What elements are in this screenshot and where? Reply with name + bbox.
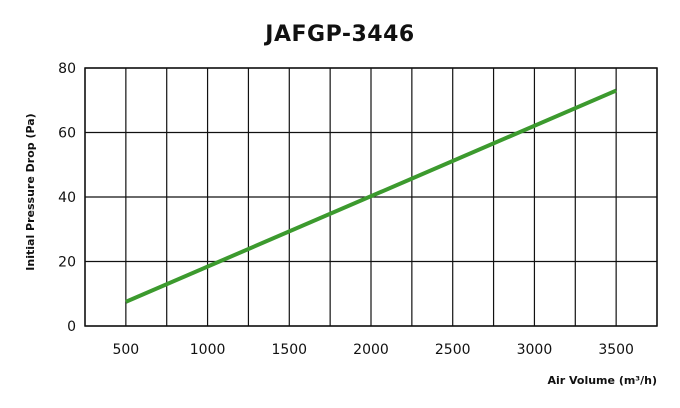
y-tick-label: 80 xyxy=(58,61,76,77)
series-group xyxy=(125,88,617,304)
x-tick-label: 500 xyxy=(112,342,139,358)
x-tick-label: 2000 xyxy=(353,342,389,358)
y-tick-label: 40 xyxy=(58,190,76,206)
x-tick-label: 2500 xyxy=(435,342,471,358)
series-line xyxy=(125,88,617,304)
x-axis-label: Air Volume (m³/h) xyxy=(547,374,657,387)
y-tick-label: 0 xyxy=(67,319,76,335)
y-tick-label: 20 xyxy=(58,255,76,271)
y-tick-labels: 0 20 40 60 80 xyxy=(58,61,76,335)
x-tick-label: 1500 xyxy=(271,342,307,358)
x-tick-label: 3500 xyxy=(598,342,634,358)
x-tick-label: 3000 xyxy=(517,342,553,358)
chart-title: JAFGP-3446 xyxy=(265,22,415,47)
x-tick-label: 1000 xyxy=(190,342,226,358)
y-tick-label: 60 xyxy=(58,126,76,142)
plot-frame xyxy=(84,67,658,327)
x-tick-labels: 500 1000 1500 2000 2500 3000 3500 xyxy=(112,342,633,358)
y-axis-label: Initial Pressure Drop (Pa) xyxy=(24,113,37,270)
